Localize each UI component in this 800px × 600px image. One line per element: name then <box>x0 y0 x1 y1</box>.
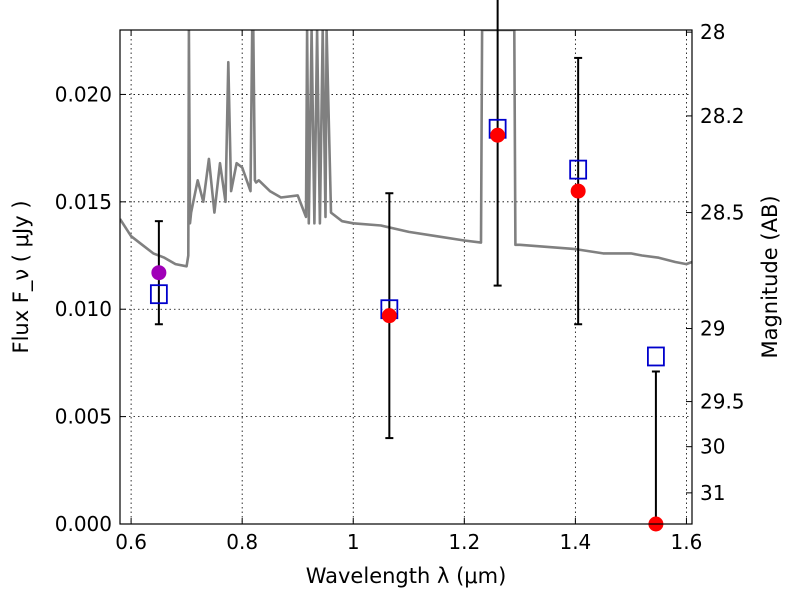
right-tick-label: 30 <box>700 435 725 459</box>
plot-content <box>120 30 692 268</box>
y-tick-label: 0.000 <box>55 512 112 536</box>
ticks: 0.6 0.8 1 1.2 1.4 1.6 0.000 0.005 0.010 0.015 0.02… <box>55 20 745 554</box>
x-tick-label: 1 <box>347 530 360 554</box>
model-point-square <box>149 284 168 305</box>
right-tick-label: 28.5 <box>700 201 745 225</box>
y-tick-label: 0.005 <box>55 405 112 429</box>
right-tick-label: 28.2 <box>700 104 745 128</box>
measured-point <box>381 308 397 324</box>
x-tick-label: 1.2 <box>448 530 480 554</box>
x-axis-title: Wavelength λ (μm) <box>306 564 507 588</box>
x-tick-label: 1.4 <box>559 530 591 554</box>
measured-point <box>490 127 506 143</box>
plot-frame <box>119 29 693 525</box>
measured-point <box>151 265 167 281</box>
y-axis-title: Flux F_ν ( μJy ) <box>9 200 34 353</box>
y-tick-label: 0.020 <box>55 82 112 106</box>
y-tick-label: 0.015 <box>55 190 112 214</box>
model-spectrum-line <box>120 30 692 268</box>
measured-point <box>570 183 586 199</box>
y-tick-label: 0.010 <box>55 297 112 321</box>
x-tick-label: 1.6 <box>671 530 703 554</box>
right-tick-label: 29 <box>700 317 725 341</box>
x-tick-label: 0.6 <box>115 530 147 554</box>
y-axis-right-title: Magnitude (AB) <box>758 195 782 358</box>
model-point-square <box>569 159 588 180</box>
right-tick-label: 29.5 <box>700 390 745 414</box>
right-tick-label: 28 <box>700 20 725 44</box>
data-markers <box>149 118 665 532</box>
model-point-square <box>647 346 665 367</box>
right-tick-label: 31 <box>700 481 725 505</box>
x-tick-label: 0.8 <box>226 530 258 554</box>
